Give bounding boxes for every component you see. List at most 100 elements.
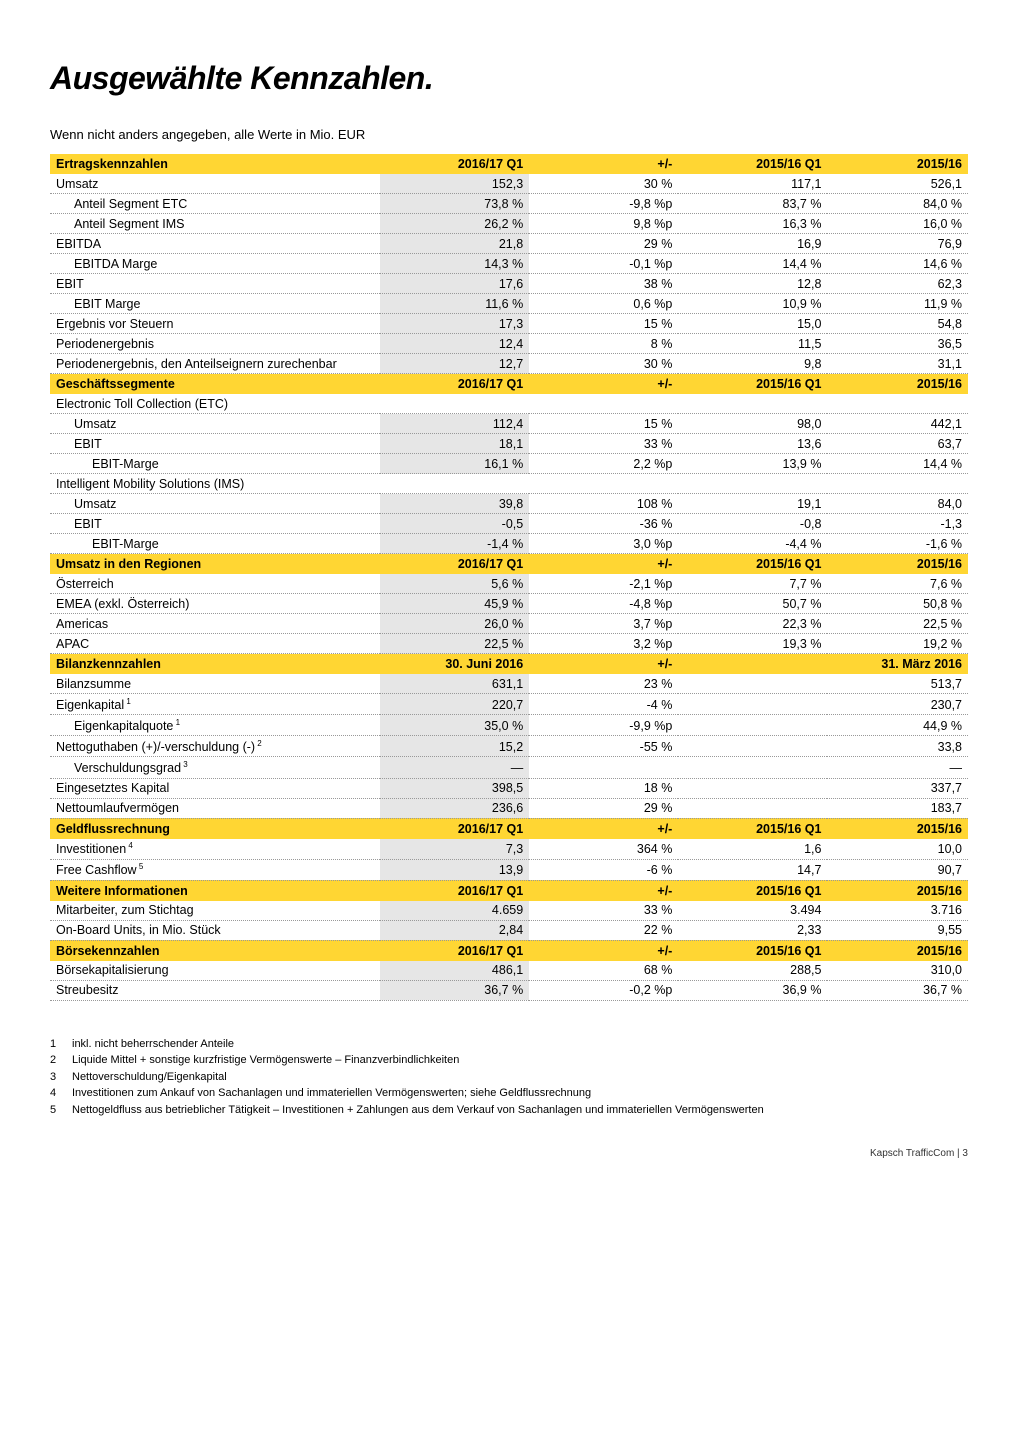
row-label: Streubesitz <box>50 980 380 1000</box>
table-row: Periodenergebnis, den Anteilseignern zur… <box>50 354 968 374</box>
column-header: 2015/16 <box>827 554 968 575</box>
cell-value: 12,4 <box>380 334 529 354</box>
section-header: Geschäftssegmente2016/17 Q1+/-2015/16 Q1… <box>50 374 968 395</box>
cell-value: 16,3 % <box>678 214 827 234</box>
subtitle: Wenn nicht anders angegeben, alle Werte … <box>50 127 968 142</box>
footnote-number: 3 <box>50 1069 72 1086</box>
column-header: +/- <box>529 880 678 901</box>
cell-value: 2,33 <box>678 920 827 940</box>
cell-value: -4 % <box>529 694 678 715</box>
cell-value: 33 % <box>529 901 678 921</box>
table-row: Umsatz152,330 %117,1526,1 <box>50 174 968 194</box>
cell-value <box>678 757 827 778</box>
cell-value: 16,0 % <box>827 214 968 234</box>
cell-value: 526,1 <box>827 174 968 194</box>
cell-value: 288,5 <box>678 961 827 981</box>
row-label: Mitarbeiter, zum Stichtag <box>50 901 380 921</box>
table-row: Ergebnis vor Steuern17,315 %15,054,8 <box>50 314 968 334</box>
row-label: Verschuldungsgrad 3 <box>50 757 380 778</box>
section-header: Ertragskennzahlen2016/17 Q1+/-2015/16 Q1… <box>50 154 968 174</box>
column-header: +/- <box>529 554 678 575</box>
cell-value: 19,1 <box>678 494 827 514</box>
row-label: EBIT <box>50 274 380 294</box>
cell-value: 364 % <box>529 839 678 860</box>
row-label: Americas <box>50 614 380 634</box>
section-title: Geldflussrechnung <box>50 818 380 839</box>
table-row: Österreich5,6 %-2,1 %p7,7 %7,6 % <box>50 574 968 594</box>
cell-value <box>678 474 827 494</box>
column-header: 2015/16 Q1 <box>678 940 827 961</box>
cell-value: 35,0 % <box>380 715 529 736</box>
cell-value: 39,8 <box>380 494 529 514</box>
cell-value: 15,2 <box>380 736 529 757</box>
table-row: Verschuldungsgrad 3—— <box>50 757 968 778</box>
cell-value: 18,1 <box>380 434 529 454</box>
cell-value: 33,8 <box>827 736 968 757</box>
cell-value: 44,9 % <box>827 715 968 736</box>
cell-value: 31,1 <box>827 354 968 374</box>
cell-value <box>380 394 529 414</box>
cell-value <box>827 394 968 414</box>
cell-value: 19,2 % <box>827 634 968 654</box>
column-header: 30. Juni 2016 <box>380 654 529 675</box>
table-row: EBIT-Marge-1,4 %3,0 %p-4,4 %-1,6 % <box>50 534 968 554</box>
cell-value: 230,7 <box>827 694 968 715</box>
cell-value: 50,8 % <box>827 594 968 614</box>
cell-value: 22,5 % <box>380 634 529 654</box>
table-row: EBITDA Marge14,3 %-0,1 %p14,4 %14,6 % <box>50 254 968 274</box>
cell-value: 631,1 <box>380 674 529 694</box>
cell-value: 2,2 %p <box>529 454 678 474</box>
cell-value: 76,9 <box>827 234 968 254</box>
cell-value: 17,6 <box>380 274 529 294</box>
table-row: Umsatz39,8108 %19,184,0 <box>50 494 968 514</box>
cell-value: 36,7 % <box>380 980 529 1000</box>
footnote: 3Nettoverschuldung/Eigenkapital <box>50 1069 968 1086</box>
table-row: Nettoguthaben (+)/-verschuldung (-) 215,… <box>50 736 968 757</box>
cell-value: — <box>827 757 968 778</box>
cell-value: 310,0 <box>827 961 968 981</box>
cell-value: 84,0 % <box>827 194 968 214</box>
cell-value: 30 % <box>529 174 678 194</box>
column-header: 2015/16 Q1 <box>678 880 827 901</box>
cell-value: 7,6 % <box>827 574 968 594</box>
table-row: Anteil Segment ETC73,8 %-9,8 %p83,7 %84,… <box>50 194 968 214</box>
cell-value <box>529 474 678 494</box>
cell-value <box>678 394 827 414</box>
cell-value: 22 % <box>529 920 678 940</box>
row-label: Umsatz <box>50 494 380 514</box>
cell-value: -4,4 % <box>678 534 827 554</box>
column-header: +/- <box>529 654 678 675</box>
cell-value: 21,8 <box>380 234 529 254</box>
cell-value: 26,0 % <box>380 614 529 634</box>
cell-value: 220,7 <box>380 694 529 715</box>
column-header: 2016/17 Q1 <box>380 154 529 174</box>
column-header: 2015/16 <box>827 154 968 174</box>
column-header: 2015/16 <box>827 374 968 395</box>
cell-value: 18 % <box>529 778 678 798</box>
cell-value: 4.659 <box>380 901 529 921</box>
cell-value: 14,4 % <box>678 254 827 274</box>
cell-value <box>678 736 827 757</box>
cell-value: 83,7 % <box>678 194 827 214</box>
table-row: Electronic Toll Collection (ETC) <box>50 394 968 414</box>
footnote-text: inkl. nicht beherrschender Anteile <box>72 1036 234 1053</box>
cell-value <box>678 798 827 818</box>
row-label: EBIT-Marge <box>50 454 380 474</box>
cell-value: 1,6 <box>678 839 827 860</box>
section-title: Weitere Informationen <box>50 880 380 901</box>
footnote-text: Nettoverschuldung/Eigenkapital <box>72 1069 227 1086</box>
cell-value <box>678 674 827 694</box>
section-title: Ertragskennzahlen <box>50 154 380 174</box>
cell-value: 15,0 <box>678 314 827 334</box>
table-row: Free Cashflow 513,9-6 %14,790,7 <box>50 859 968 880</box>
column-header: +/- <box>529 818 678 839</box>
row-label: Nettoumlaufvermögen <box>50 798 380 818</box>
cell-value: 112,4 <box>380 414 529 434</box>
cell-value: 3.494 <box>678 901 827 921</box>
cell-value: 84,0 <box>827 494 968 514</box>
page-footer: Kapsch TrafficCom | 3 <box>50 1148 968 1159</box>
row-label: EBIT <box>50 514 380 534</box>
cell-value: 29 % <box>529 798 678 818</box>
cell-value <box>529 757 678 778</box>
column-header: 2015/16 Q1 <box>678 554 827 575</box>
